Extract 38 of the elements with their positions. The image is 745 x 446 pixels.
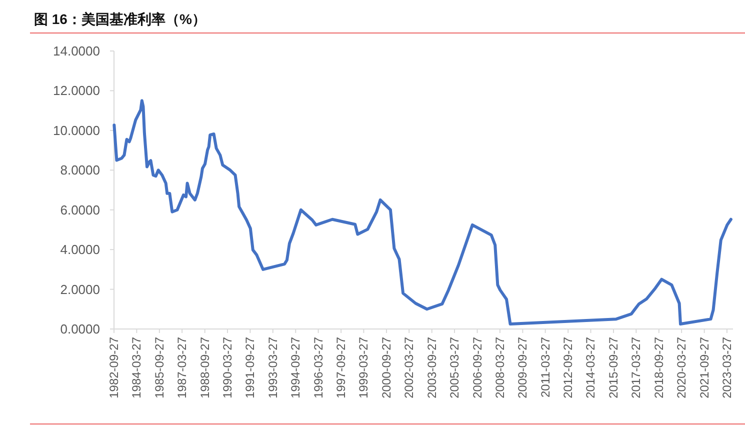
x-tick-label: 1991-09-27 <box>243 336 258 398</box>
x-tick-label: 1997-09-27 <box>334 336 348 398</box>
y-tick-label: 4.0000 <box>60 242 100 258</box>
x-tick-label: 1984-03-27 <box>130 336 144 398</box>
y-tick-label: 10.0000 <box>53 122 100 138</box>
x-tick-label: 2003-09-27 <box>424 336 439 398</box>
x-tick-label: 1994-09-27 <box>288 336 303 398</box>
y-tick-label: 8.0000 <box>60 162 100 178</box>
x-tick-label: 2023-03-27 <box>720 336 734 398</box>
x-tick-label: 2005-03-27 <box>448 336 462 398</box>
x-tick-label: 2011-03-27 <box>538 336 552 398</box>
chart-title: 图 16：美国基准利率（%） <box>34 11 206 27</box>
x-tick-label: 2020-03-27 <box>674 336 689 398</box>
x-tick-label: 2014-03-27 <box>584 336 598 398</box>
x-tick-label: 2012-09-27 <box>561 336 576 398</box>
x-tick-label: 1982-09-27 <box>107 336 121 398</box>
x-tick-label: 1985-09-27 <box>152 336 166 398</box>
x-tick-label: 2008-03-27 <box>492 336 507 398</box>
y-tick-label: 0.0000 <box>60 322 100 336</box>
x-tick-label: 2000-09-27 <box>379 336 394 398</box>
x-tick-label: 2009-09-27 <box>516 336 530 398</box>
x-tick-label: 2021-09-27 <box>697 336 712 398</box>
y-tick-label: 14.0000 <box>53 44 100 58</box>
x-tick-label: 1996-03-27 <box>311 336 326 398</box>
x-tick-label: 1999-03-27 <box>356 336 371 398</box>
x-tick-label: 1988-09-27 <box>198 336 212 398</box>
x-tick-label: 2015-09-27 <box>606 336 620 398</box>
x-tick-label: 2002-03-27 <box>402 336 416 398</box>
y-tick-label: 6.0000 <box>60 202 100 218</box>
x-tick-label: 2006-09-27 <box>470 336 484 398</box>
x-tick-label: 1990-03-27 <box>220 336 234 398</box>
y-tick-label: 12.0000 <box>53 83 100 98</box>
y-tick-label: 2.0000 <box>60 282 100 297</box>
x-tick-label: 1987-03-27 <box>175 336 190 398</box>
x-tick-label: 2018-09-27 <box>652 336 666 398</box>
line-series <box>112 99 732 326</box>
x-tick-label: 1993-03-27 <box>266 336 280 398</box>
x-tick-label: 2017-03-27 <box>629 336 644 398</box>
